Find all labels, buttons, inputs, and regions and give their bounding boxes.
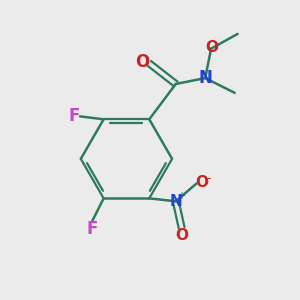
Text: F: F bbox=[68, 107, 80, 125]
Text: +: + bbox=[177, 191, 185, 201]
Text: N: N bbox=[198, 69, 212, 87]
Text: O: O bbox=[176, 228, 189, 243]
Text: O: O bbox=[135, 53, 149, 71]
Text: N: N bbox=[169, 194, 182, 209]
Text: O: O bbox=[195, 175, 208, 190]
Text: -: - bbox=[206, 172, 210, 185]
Text: F: F bbox=[86, 220, 98, 238]
Text: O: O bbox=[205, 40, 218, 55]
